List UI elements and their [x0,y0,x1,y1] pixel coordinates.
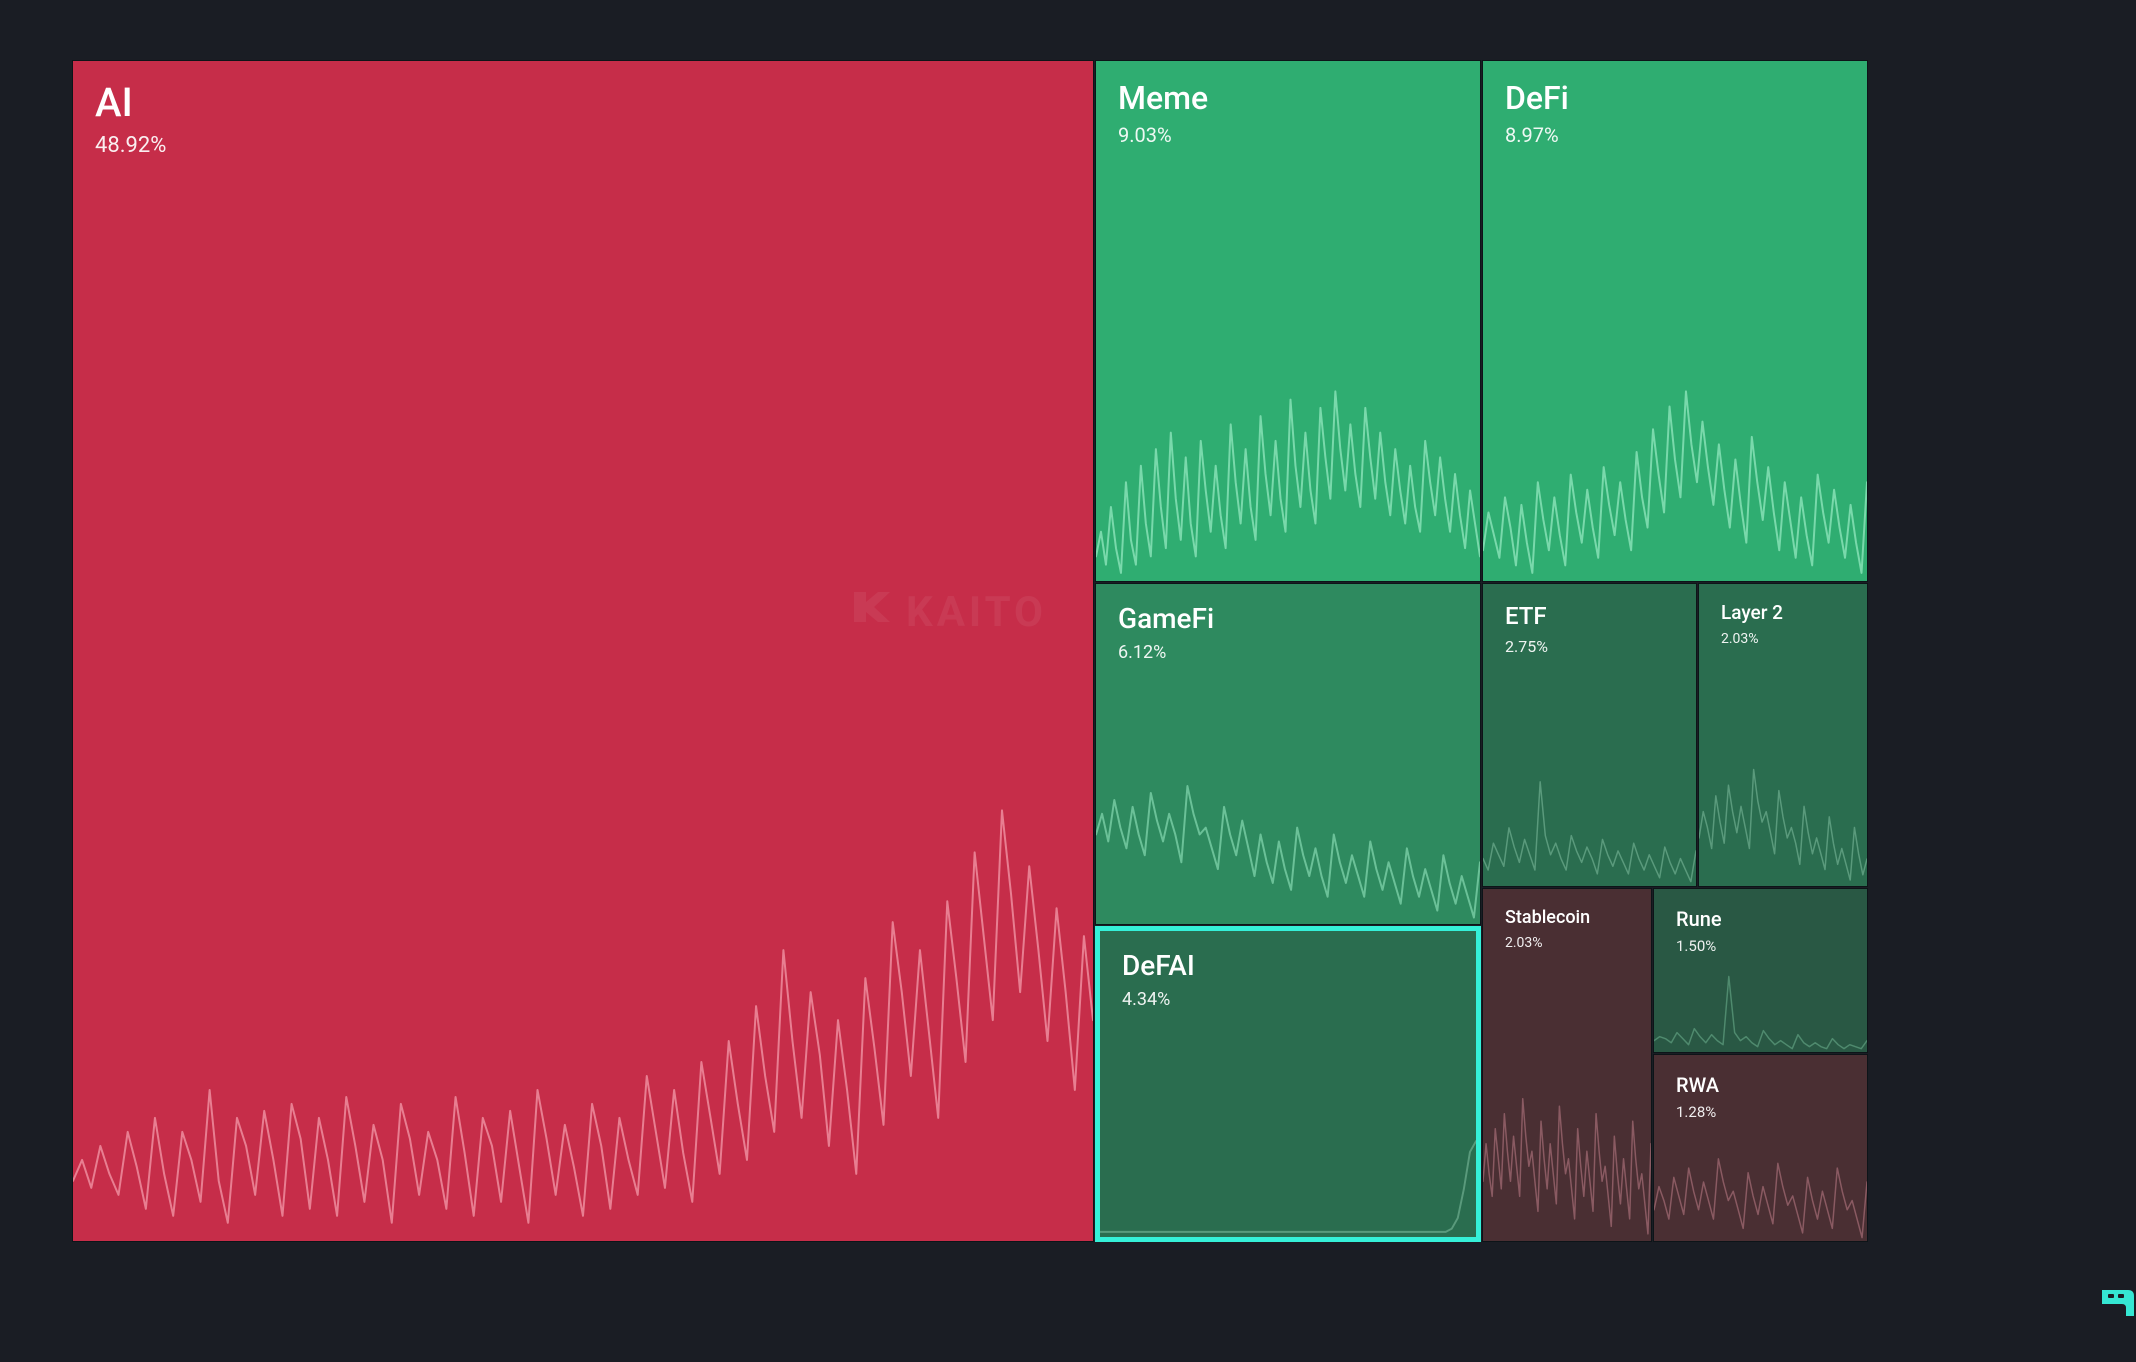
treemap-cell-meme[interactable]: Meme 9.03% [1095,60,1481,582]
treemap-cell-layer2[interactable]: Layer 2 2.03% [1698,583,1868,887]
sparkline [73,792,1093,1241]
sparkline [1699,764,1867,886]
cell-percentage: 48.92% [95,133,1071,158]
treemap-canvas: AI 48.92% Meme 9.03% DeFi 8.97% GameFi 6.12% DeF… [0,0,2136,1362]
cell-percentage: 2.75% [1505,637,1674,656]
cell-percentage: 2.03% [1505,935,1629,951]
cell-title: Meme [1118,79,1458,117]
brand-badge-icon [2094,1282,2136,1324]
cell-percentage: 8.97% [1505,123,1845,147]
cell-title: Layer 2 [1721,602,1845,625]
sparkline [1654,973,1867,1052]
cell-percentage: 1.50% [1676,937,1845,955]
cell-percentage: 1.28% [1676,1103,1845,1121]
cell-title: RWA [1676,1073,1845,1097]
treemap-cell-rwa[interactable]: RWA 1.28% [1653,1054,1868,1242]
treemap-cell-etf[interactable]: ETF 2.75% [1482,583,1697,887]
treemap-cell-ai[interactable]: AI 48.92% [72,60,1094,1242]
cell-title: DeFAI [1122,949,1454,983]
cell-title: AI [95,79,1071,127]
cell-title: Rune [1676,907,1845,931]
treemap-cell-stablecoin[interactable]: Stablecoin 2.03% [1482,888,1652,1242]
cell-percentage: 9.03% [1118,123,1458,147]
cell-title: GameFi [1118,602,1458,636]
sparkline [1096,780,1480,924]
treemap-cell-defi[interactable]: DeFi 8.97% [1482,60,1868,582]
sparkline [1483,777,1696,886]
cell-percentage: 4.34% [1122,989,1454,1010]
cell-title: DeFi [1505,79,1845,117]
treemap-cell-rune[interactable]: Rune 1.50% [1653,888,1868,1053]
sparkline [1483,1092,1651,1241]
sparkline [1100,1136,1476,1237]
cell-percentage: 2.03% [1721,631,1845,647]
sparkline [1483,383,1867,581]
sparkline [1096,383,1480,581]
sparkline [1654,1155,1867,1241]
cell-percentage: 6.12% [1118,642,1458,663]
cell-title: ETF [1505,602,1674,631]
treemap-cell-defai[interactable]: DeFAI 4.34% [1095,926,1481,1242]
treemap-cell-gamefi[interactable]: GameFi 6.12% [1095,583,1481,925]
cell-title: Stablecoin [1505,907,1629,929]
